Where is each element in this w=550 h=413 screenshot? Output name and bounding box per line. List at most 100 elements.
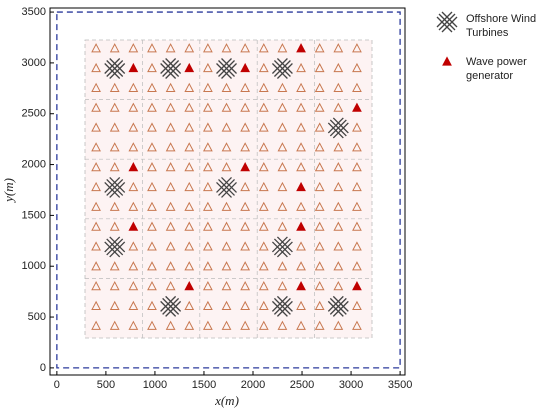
candidate-site [109, 300, 120, 311]
candidate-site [333, 261, 344, 271]
candidate-site [314, 43, 325, 53]
y-tick-label: 0 [40, 362, 46, 374]
candidate-site [258, 320, 269, 330]
turbine-stroke [273, 297, 291, 315]
candidate-site [240, 43, 251, 53]
candidate-site [221, 261, 232, 271]
candidate-site [203, 221, 213, 231]
candidate-site [165, 261, 176, 271]
candidate-site [296, 102, 306, 112]
candidate-site [128, 201, 139, 211]
candidate-site [333, 102, 344, 112]
candidate-site [333, 201, 344, 211]
wave-generator [240, 162, 251, 172]
candidate-site [240, 221, 251, 231]
x-tick-label: 3500 [388, 379, 412, 391]
candidate-site [165, 181, 176, 192]
candidate-site [352, 241, 362, 251]
candidate-site [240, 181, 251, 192]
candidate-site [352, 320, 362, 330]
candidate-site [147, 142, 157, 152]
candidate-site [240, 261, 251, 271]
candidate-site [258, 201, 269, 211]
candidate-site [333, 241, 344, 251]
candidate-site [352, 142, 362, 152]
candidate-site [221, 162, 232, 172]
legend-label: Wave power generator [466, 56, 527, 82]
wave-generator [128, 221, 139, 231]
candidate-site [128, 320, 139, 330]
candidate-site [165, 142, 176, 152]
candidate-site [221, 320, 232, 330]
candidate-site [240, 241, 251, 251]
candidate-site [240, 82, 251, 92]
candidate-site [314, 62, 325, 73]
candidate-site [109, 82, 120, 92]
candidate-site [333, 62, 344, 73]
candidate-site [221, 142, 232, 152]
candidate-site [184, 181, 195, 192]
candidate-site [203, 241, 213, 251]
candidate-site [91, 122, 101, 132]
candidate-site [165, 241, 176, 251]
candidate-site [165, 320, 176, 330]
candidate-site [277, 320, 288, 330]
candidate-site [147, 241, 157, 251]
candidate-site [91, 62, 101, 73]
candidate-site [296, 320, 306, 330]
turbine [104, 176, 126, 198]
turbine [436, 11, 458, 33]
wave-generator [184, 62, 195, 73]
turbine [160, 295, 182, 317]
candidate-site [258, 122, 269, 132]
candidate-site [333, 280, 344, 291]
candidate-site [221, 82, 232, 92]
candidate-site [240, 201, 251, 211]
candidate-site [147, 62, 157, 73]
candidate-site [203, 102, 213, 112]
candidate-site [258, 300, 269, 311]
y-axis-label: y(m) [1, 178, 16, 204]
candidate-site [221, 102, 232, 112]
candidate-site [314, 82, 325, 92]
candidate-site [258, 142, 269, 152]
candidate-site [109, 320, 120, 330]
candidate-site [296, 162, 306, 172]
candidate-site [147, 320, 157, 330]
candidate-site [184, 82, 195, 92]
candidate-site [147, 43, 157, 53]
candidate-site [277, 122, 288, 132]
candidate-site [165, 280, 176, 291]
wave-generator [296, 280, 306, 291]
candidate-site [352, 122, 362, 132]
candidate-site [184, 162, 195, 172]
wave-generator [296, 43, 306, 53]
candidate-site [91, 181, 101, 192]
candidate-site [277, 43, 288, 53]
candidate-site [109, 201, 120, 211]
candidate-site [333, 181, 344, 192]
candidate-site [147, 261, 157, 271]
candidate-site [109, 142, 120, 152]
candidate-site [333, 142, 344, 152]
candidate-site [91, 280, 101, 291]
candidate-site [258, 162, 269, 172]
y-tick-label: 2000 [22, 158, 46, 170]
candidate-site [296, 62, 306, 73]
candidate-site [258, 261, 269, 271]
candidate-site [314, 102, 325, 112]
candidate-site [147, 201, 157, 211]
candidate-site [165, 201, 176, 211]
candidate-site [221, 280, 232, 291]
candidate-site [128, 261, 139, 271]
candidate-site [91, 201, 101, 211]
candidate-site [277, 162, 288, 172]
y-tick-label: 1500 [22, 209, 46, 221]
candidate-site [221, 122, 232, 132]
candidate-site [165, 162, 176, 172]
turbine-stroke [273, 60, 291, 77]
turbine-stroke [106, 60, 124, 77]
candidate-site [333, 162, 344, 172]
candidate-site [277, 142, 288, 152]
